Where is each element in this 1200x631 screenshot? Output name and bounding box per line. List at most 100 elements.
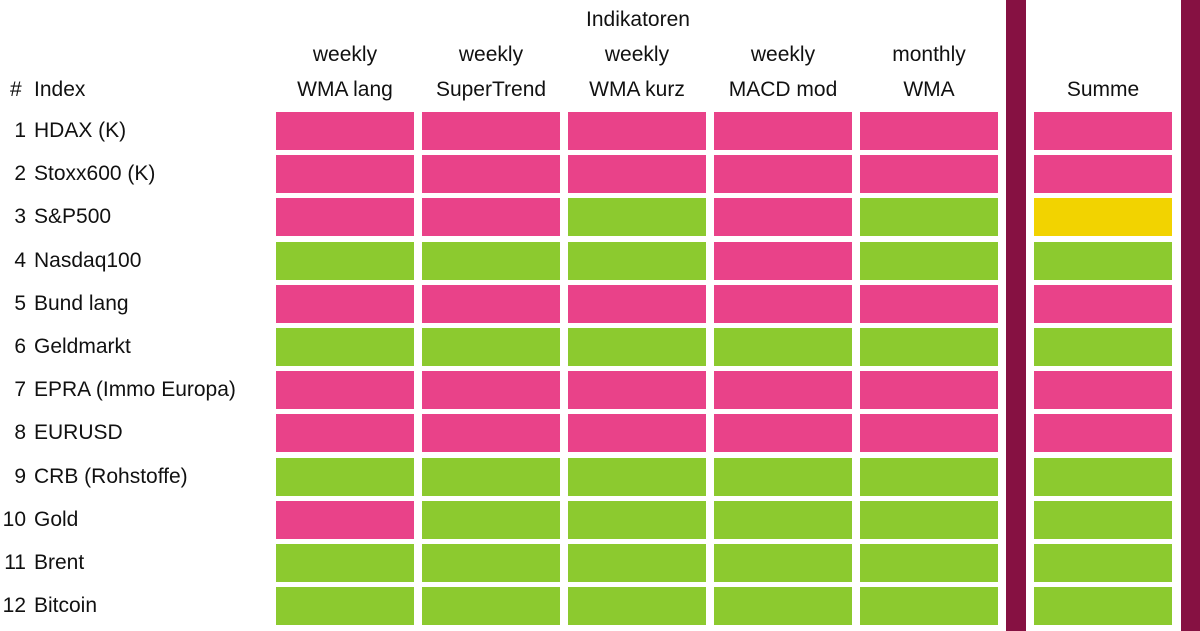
- signal-cell: [714, 198, 852, 236]
- signal-cell: [714, 112, 852, 150]
- signal-cell: [860, 371, 998, 409]
- row-number: 1: [14, 119, 26, 142]
- signal-cell: [714, 155, 852, 193]
- signal-cell: [568, 155, 706, 193]
- indicator-header-name: WMA: [903, 78, 955, 101]
- sum-cell: [1034, 501, 1172, 539]
- signal-cell: [714, 544, 852, 582]
- indicator-header-period: weekly: [750, 43, 816, 66]
- signal-cell: [714, 242, 852, 280]
- sum-cell: [1034, 371, 1172, 409]
- row-index-name: HDAX (K): [34, 119, 127, 142]
- row-number: 6: [14, 335, 26, 358]
- signal-cell: [568, 501, 706, 539]
- signal-cell: [568, 242, 706, 280]
- row-number: 2: [14, 162, 26, 185]
- row-index-name: Geldmarkt: [34, 335, 131, 358]
- signal-cell: [276, 242, 414, 280]
- signal-cell: [422, 242, 560, 280]
- row-index-name: CRB (Rohstoffe): [34, 465, 188, 488]
- row-index-name: EURUSD: [34, 421, 123, 444]
- row-number: 10: [2, 508, 26, 531]
- signal-cell: [860, 458, 998, 496]
- row-number: 4: [14, 249, 26, 272]
- indicator-header-period: weekly: [604, 43, 670, 66]
- row-number: 7: [14, 378, 26, 401]
- signal-cell: [276, 285, 414, 323]
- signal-cell: [276, 112, 414, 150]
- sum-cell: [1034, 328, 1172, 366]
- signal-cell: [714, 587, 852, 625]
- signal-cell: [860, 155, 998, 193]
- signal-cell: [568, 587, 706, 625]
- signal-cell: [860, 328, 998, 366]
- row-index-name: Brent: [34, 551, 85, 574]
- row-index-name: S&P500: [34, 205, 112, 228]
- indicator-header-period: monthly: [892, 43, 966, 66]
- sum-cell: [1034, 414, 1172, 452]
- signal-cell: [568, 544, 706, 582]
- signal-cell: [568, 112, 706, 150]
- sum-cell: [1034, 112, 1172, 150]
- signal-cell: [422, 112, 560, 150]
- group-header: Indikatoren: [586, 8, 690, 31]
- signal-cell: [860, 285, 998, 323]
- signal-cell: [422, 371, 560, 409]
- row-number: 3: [14, 205, 26, 228]
- signal-cell: [276, 544, 414, 582]
- right-edge-divider: [1181, 0, 1200, 631]
- row-number: 8: [14, 421, 26, 444]
- row-index-name: EPRA (Immo Europa): [34, 378, 236, 401]
- signal-cell: [276, 155, 414, 193]
- signal-cell: [276, 371, 414, 409]
- signal-cell: [422, 155, 560, 193]
- signal-cell: [422, 198, 560, 236]
- signal-cell: [276, 198, 414, 236]
- sum-cell: [1034, 458, 1172, 496]
- signal-cell: [860, 112, 998, 150]
- row-number: 12: [2, 594, 26, 617]
- signal-cell: [422, 587, 560, 625]
- indicator-header-name: WMA kurz: [589, 78, 685, 101]
- row-number: 9: [14, 465, 26, 488]
- signal-cell: [276, 587, 414, 625]
- signal-cell: [568, 328, 706, 366]
- row-index-name: Gold: [34, 508, 79, 531]
- indicator-header-name: WMA lang: [297, 78, 393, 101]
- signal-cell: [714, 328, 852, 366]
- signal-cell: [860, 242, 998, 280]
- signal-cell: [860, 544, 998, 582]
- signal-cell: [714, 501, 852, 539]
- signal-cell: [568, 458, 706, 496]
- row-index-name: Bitcoin: [34, 594, 98, 617]
- signal-cell: [714, 458, 852, 496]
- signal-cell: [276, 414, 414, 452]
- indicator-header-name: MACD mod: [728, 78, 838, 101]
- indicator-header-period: weekly: [312, 43, 378, 66]
- index-column-header: Index: [34, 78, 86, 101]
- indicator-header-period: weekly: [458, 43, 524, 66]
- signal-cell: [276, 458, 414, 496]
- signal-cell: [422, 285, 560, 323]
- row-index-name: Bund lang: [34, 292, 129, 315]
- row-number: 11: [4, 551, 26, 574]
- signal-cell: [860, 587, 998, 625]
- sum-cell: [1034, 285, 1172, 323]
- signal-cell: [714, 414, 852, 452]
- sum-column-header: Summe: [1066, 78, 1140, 101]
- signal-cell: [860, 198, 998, 236]
- sum-cell: [1034, 544, 1172, 582]
- signal-cell: [714, 371, 852, 409]
- sum-cell: [1034, 242, 1172, 280]
- row-number: 5: [14, 292, 26, 315]
- number-column-header: #: [10, 78, 22, 101]
- signal-cell: [276, 501, 414, 539]
- column-divider: [1006, 0, 1026, 631]
- signal-cell: [422, 414, 560, 452]
- signal-cell: [568, 414, 706, 452]
- sum-cell: [1034, 155, 1172, 193]
- sum-cell: [1034, 198, 1172, 236]
- signal-cell: [860, 414, 998, 452]
- signal-cell: [422, 544, 560, 582]
- signal-cell: [422, 328, 560, 366]
